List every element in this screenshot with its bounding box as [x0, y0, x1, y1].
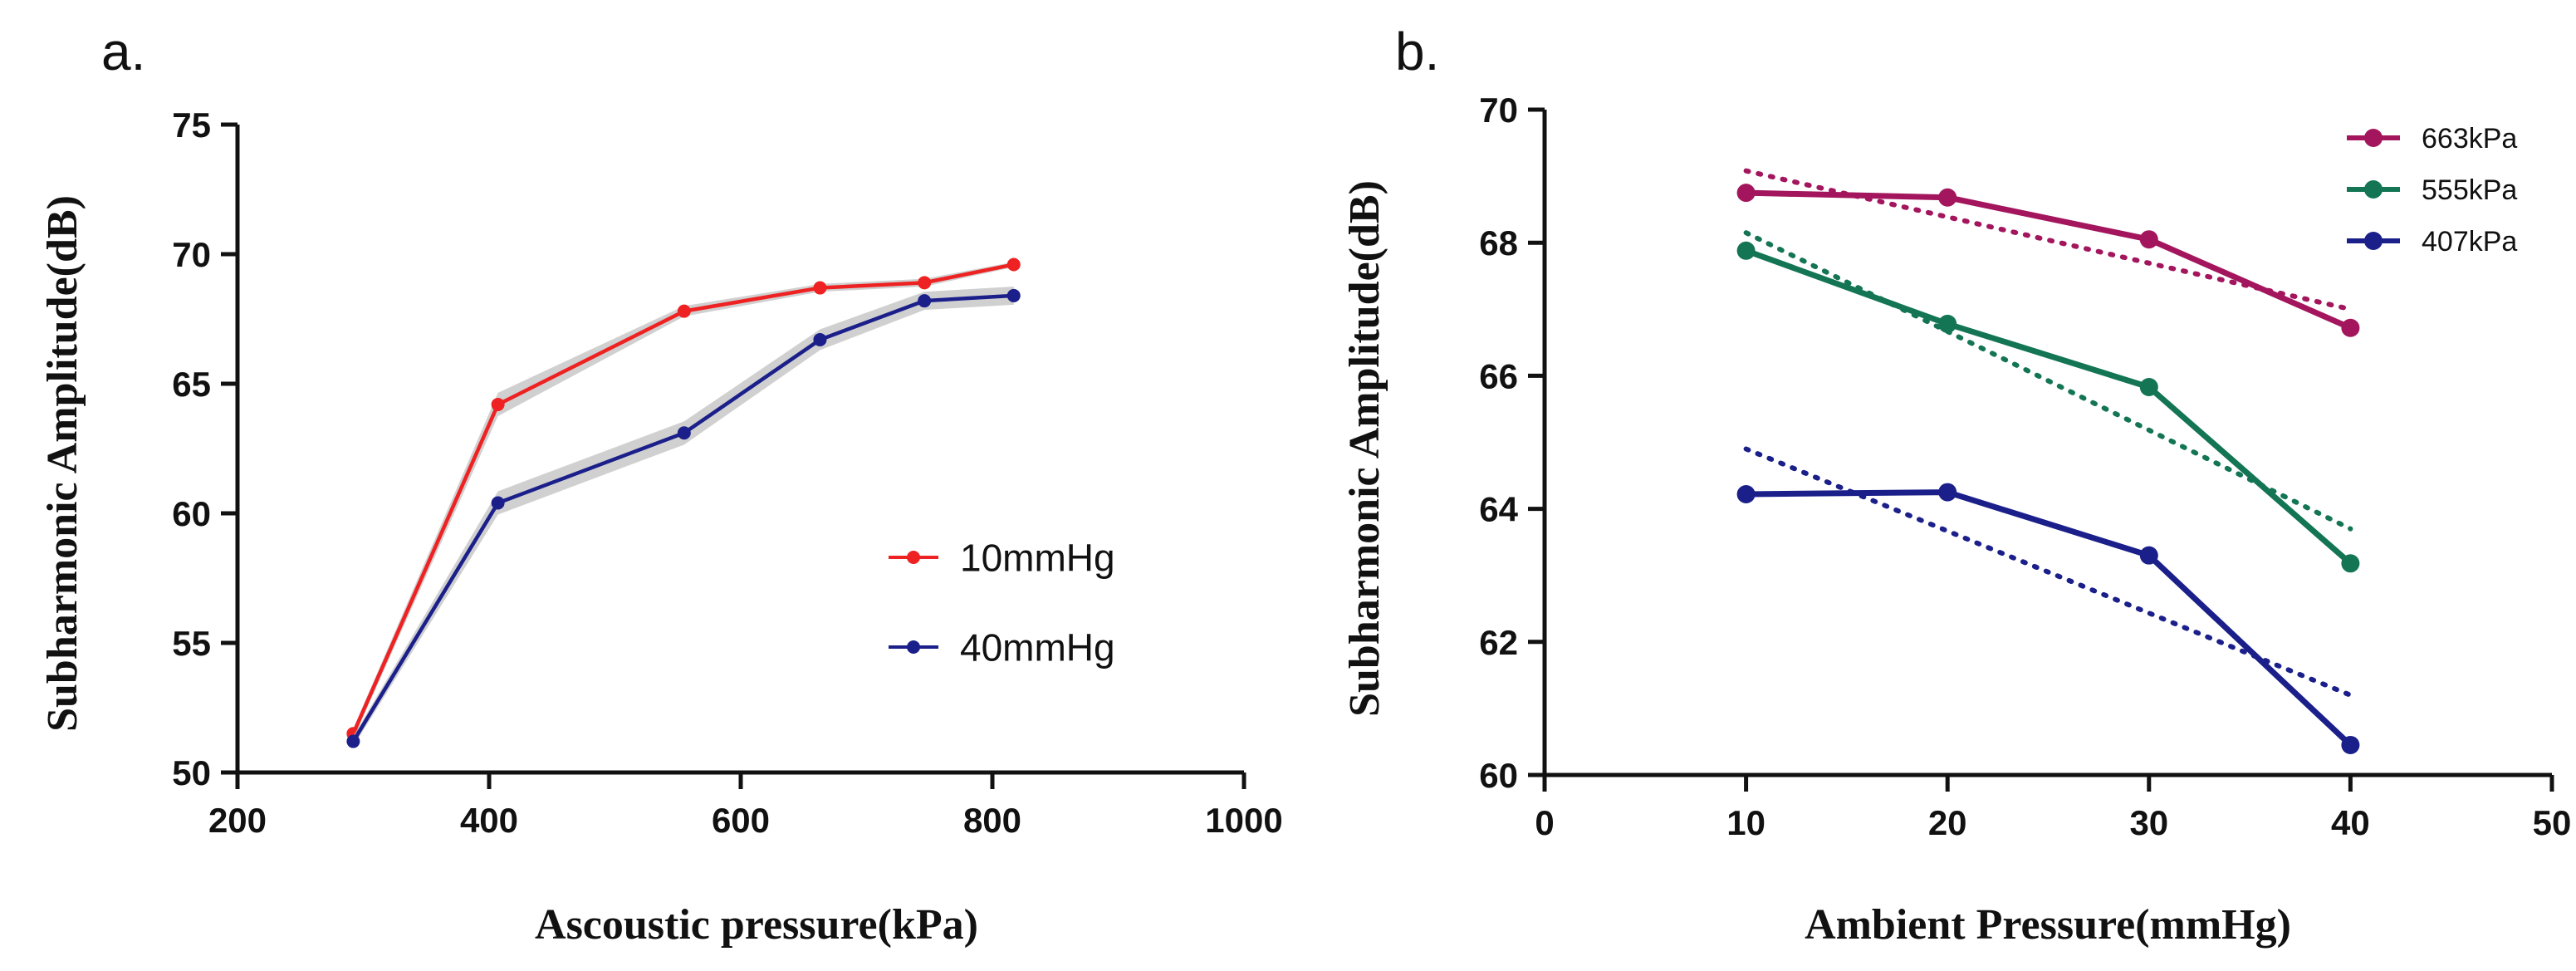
panel-b-point-663kPa — [1938, 188, 1957, 207]
panel-b-legend-marker-555kPa — [2364, 180, 2383, 199]
panel-b-y-axis-title: Subharmonic Amplitude(dB) — [1341, 180, 1388, 717]
panel-b-point-555kPa — [2139, 378, 2158, 397]
panel-b-x-tick-label: 30 — [2129, 803, 2168, 842]
panel-a-x-tick-label: 600 — [712, 801, 770, 840]
panel-a-line-40mmHg — [351, 293, 1014, 743]
panel-a-y-tick-label: 50 — [172, 753, 211, 792]
panel-b-line-663kPa — [1746, 189, 2352, 331]
panel-b-y-tick-label: 62 — [1479, 623, 1518, 662]
panel-b-series-407kPa — [1736, 446, 2360, 754]
panel-b-point-663kPa — [2341, 318, 2360, 337]
panel-b-point-663kPa — [1736, 184, 1756, 203]
panel-b-series-555kPa — [1736, 230, 2360, 573]
panel-a-series-10mmHg — [346, 257, 1021, 741]
panel-b-trendline-555kPa — [1743, 230, 2353, 532]
panel-a-point-10mmHg — [491, 397, 505, 411]
panel-b-y-tick-label: 60 — [1479, 756, 1518, 795]
panel-a-x-tick-label: 400 — [460, 801, 518, 840]
panel-a-point-10mmHg — [1006, 257, 1021, 272]
panel-b-line-407kPa — [1746, 489, 2353, 748]
panel-a-x-axis-title: Ascoustic pressure(kPa) — [535, 901, 978, 949]
panel-b-legend-label-663kPa: 663kPa — [2422, 123, 2517, 154]
panel-a-chart: a. Ascoustic pressure(kPa) Subharmonic A… — [39, 22, 1283, 949]
panel-b-point-663kPa — [2139, 230, 2158, 249]
panel-a-line-10mmHg — [351, 262, 1015, 735]
panel-b-y-tick-label: 66 — [1479, 356, 1518, 395]
panel-a-legend-marker-40mmHg — [907, 640, 920, 654]
panel-a-y-tick-label: 70 — [172, 235, 211, 274]
panel-a-point-40mmHg — [1006, 288, 1021, 302]
panel-b-legend-label-555kPa: 555kPa — [2422, 174, 2517, 206]
panel-b-chart: b. Ambient Pressure(mmHg) Subharmonic Am… — [1341, 22, 2571, 949]
panel-a-legend-marker-10mmHg — [907, 551, 920, 564]
panel-b-y-tick-label: 64 — [1479, 490, 1518, 529]
panel-b-point-407kPa — [1938, 483, 1957, 502]
panel-a-y-tick-label: 75 — [172, 105, 211, 145]
panel-b-point-407kPa — [2139, 546, 2158, 565]
panel-b-point-555kPa — [1938, 314, 1957, 333]
panel-a-point-10mmHg — [677, 304, 691, 318]
panel-a-y-axis-title: Subharmonic Amplitude(dB) — [39, 195, 86, 732]
panel-b-label: b. — [1395, 22, 1439, 81]
panel-a-band-10mmHg — [353, 262, 1014, 739]
panel-b-series-663kPa — [1736, 168, 2360, 337]
panel-a-point-40mmHg — [346, 734, 360, 748]
panel-b-x-tick-label: 40 — [2331, 803, 2370, 842]
panel-b-legend-marker-663kPa — [2364, 129, 2383, 147]
panel-b-x-tick-label: 20 — [1928, 803, 1967, 842]
panel-b-point-555kPa — [2341, 554, 2360, 573]
panel-a-series-40mmHg — [346, 287, 1021, 748]
panel-a-legend-label-40mmHg: 40mmHg — [960, 626, 1115, 669]
panel-b-y-tick-label: 68 — [1479, 223, 1518, 262]
panel-b-legend-marker-407kPa — [2364, 232, 2383, 250]
panel-a-x-tick-label: 1000 — [1205, 801, 1282, 840]
panel-b-x-tick-label: 50 — [2533, 803, 2572, 842]
panel-b-point-407kPa — [2341, 735, 2360, 754]
panel-a-point-10mmHg — [918, 276, 932, 290]
panel-a-y-tick-label: 55 — [172, 624, 211, 663]
panel-b-legend-label-407kPa: 407kPa — [2422, 226, 2517, 257]
panel-a-y-tick-label: 60 — [172, 494, 211, 533]
panel-b-point-407kPa — [1736, 484, 1756, 503]
panel-b-x-axis-title: Ambient Pressure(mmHg) — [1805, 901, 2291, 949]
panel-a-y-tick-label: 65 — [172, 365, 211, 404]
panel-b-y-tick-label: 70 — [1479, 91, 1518, 130]
panel-b-trendline-407kPa — [1743, 446, 2353, 698]
panel-b-line-555kPa — [1745, 248, 2353, 566]
panel-a-band-40mmHg — [353, 287, 1014, 747]
panel-a-point-40mmHg — [491, 496, 505, 510]
panel-a-point-40mmHg — [918, 294, 932, 308]
panel-a-x-tick-label: 800 — [963, 801, 1021, 840]
panel-a-point-10mmHg — [813, 281, 827, 295]
panel-a-point-40mmHg — [677, 426, 691, 440]
panel-a-legend-label-10mmHg: 10mmHg — [960, 537, 1115, 580]
panel-b-x-tick-label: 10 — [1726, 803, 1765, 842]
panel-a-label: a. — [101, 22, 145, 81]
panel-b-x-tick-label: 0 — [1535, 803, 1554, 842]
panel-a-x-tick-label: 200 — [208, 801, 267, 840]
panel-b-point-555kPa — [1736, 241, 1756, 260]
panel-a-point-40mmHg — [813, 332, 827, 346]
